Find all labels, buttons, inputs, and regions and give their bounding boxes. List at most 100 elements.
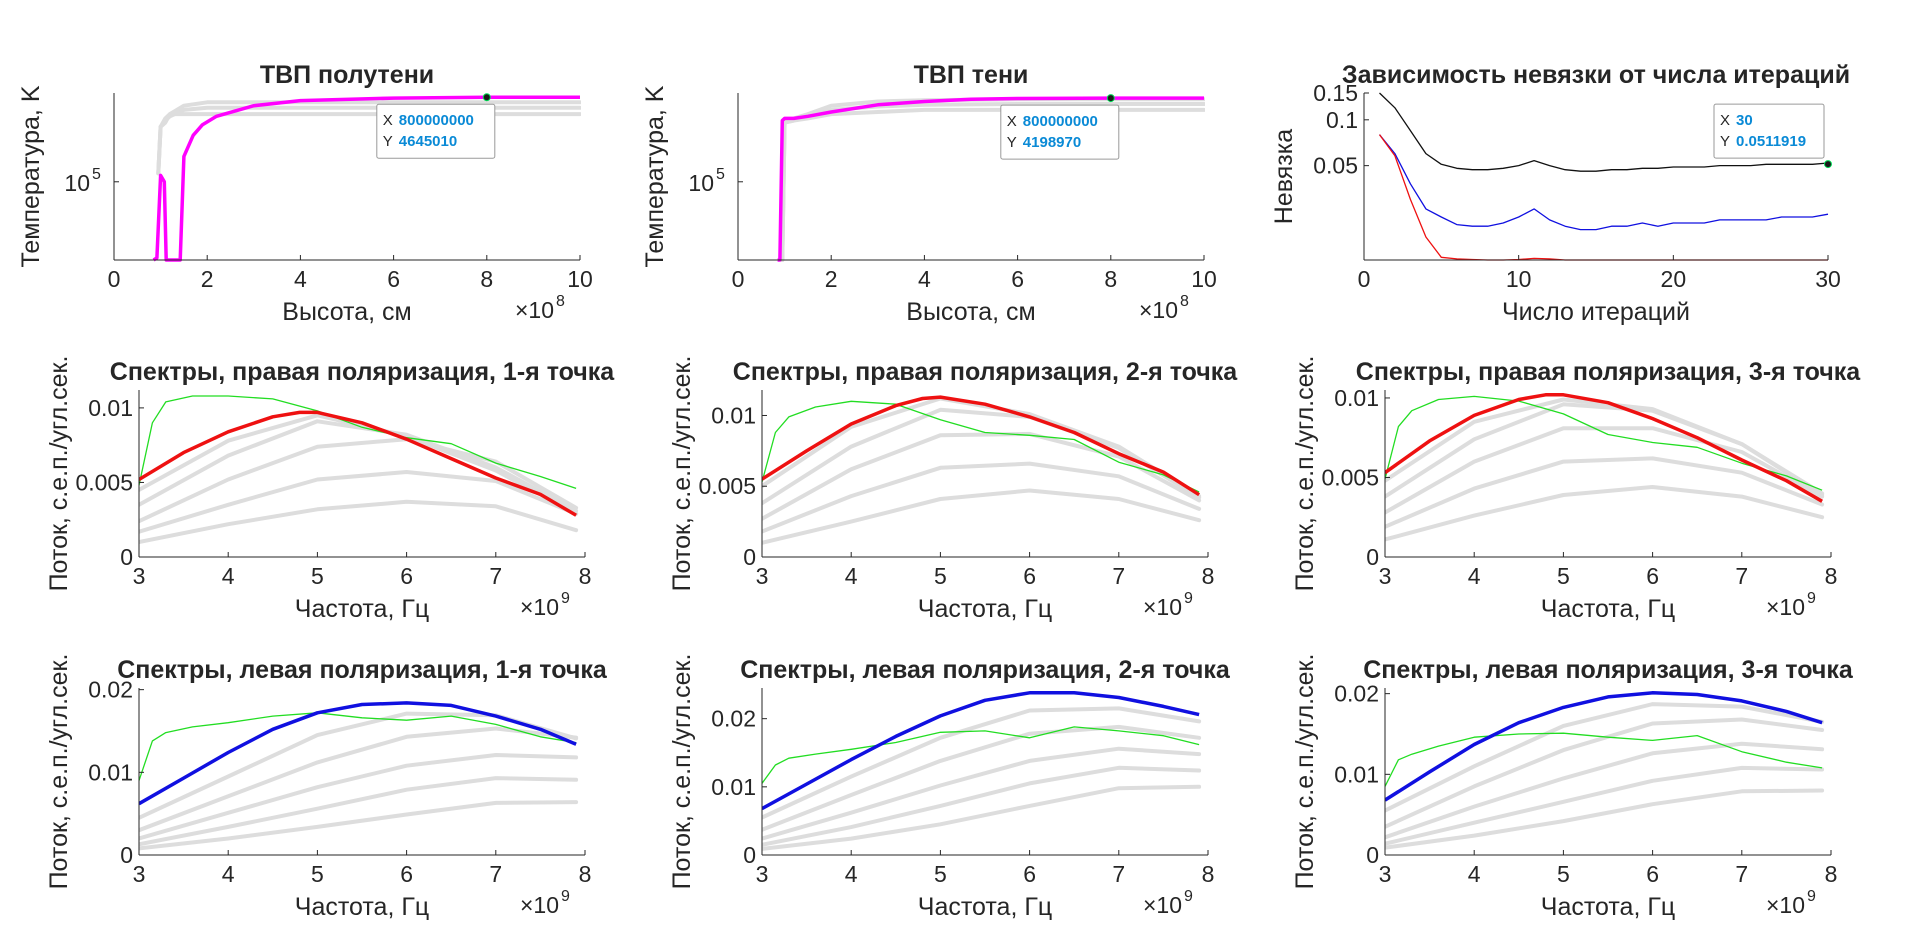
main-series	[777, 96, 1204, 262]
gray-series-5	[1385, 702, 1825, 813]
data-tip-marker[interactable]	[482, 93, 491, 102]
x-tick-label: 5	[311, 563, 324, 589]
x-tick-label: 0	[732, 266, 745, 292]
x-tick-label: 3	[756, 563, 769, 589]
x-tick-label: 4	[845, 563, 858, 589]
gray-series-4	[139, 726, 579, 833]
gray-series-2	[1385, 765, 1825, 846]
x-tick-label: 7	[1112, 861, 1125, 887]
x-exponent-power: 9	[1807, 590, 1816, 607]
x-exponent-label: ×10	[1139, 297, 1178, 323]
green-series	[1385, 395, 1823, 491]
y-tick-label: 0.01	[1334, 385, 1379, 411]
x-tick-label: 7	[489, 563, 502, 589]
x-tick-label: 4	[222, 563, 235, 589]
x-tick-label: 6	[1646, 861, 1659, 887]
y-axis-label: Невязка	[1270, 129, 1298, 224]
x-axis-label: Высота, см	[282, 298, 411, 326]
y-tick-label: 0.005	[1321, 464, 1379, 490]
x-tick-label: 6	[1011, 266, 1024, 292]
data-tip-y-value: 4198970	[1023, 134, 1081, 151]
y-tick-label: 0	[120, 544, 133, 570]
x-tick-label: 7	[1735, 563, 1748, 589]
gray-series-5	[139, 413, 579, 516]
y-tick-label: 0.01	[1334, 761, 1379, 787]
x-tick-label: 20	[1661, 266, 1687, 292]
x-tick-label: 5	[1557, 861, 1570, 887]
chart-panel-p6: 3 4 5 6 7 8 0 0.005 0.01 ×10 9 Спектры, правая поля…	[1291, 356, 1861, 623]
x-tick-label: 3	[1379, 563, 1392, 589]
plot-area	[777, 96, 1205, 262]
gray-series-2	[1385, 456, 1825, 529]
data-tip-y-label: Y	[383, 133, 393, 150]
x-tick-label: 8	[1825, 861, 1838, 887]
x-tick-label: 8	[579, 861, 592, 887]
y-tick-label: 0.02	[1334, 681, 1379, 707]
data-tip[interactable]: X 30 Y 0.0511919	[1713, 103, 1825, 159]
x-exponent-power: 8	[1180, 293, 1189, 310]
data-tip-y-label: Y	[1007, 134, 1017, 151]
x-tick-label: 2	[825, 266, 838, 292]
plot-area	[139, 701, 579, 851]
x-tick-label: 6	[1023, 563, 1036, 589]
x-tick-label: 5	[1557, 563, 1570, 589]
x-tick-label: 7	[489, 861, 502, 887]
y-tick-label: 0	[743, 842, 756, 868]
plot-area	[1385, 691, 1825, 850]
plot-area	[762, 691, 1202, 851]
x-axis-label: Частота, Гц	[918, 893, 1052, 921]
x-tick-label: 10	[1506, 266, 1532, 292]
data-tip-y-value: 0.0511919	[1736, 133, 1806, 150]
x-tick-label: 6	[387, 266, 400, 292]
y-tick-label: 10	[688, 170, 714, 196]
y-tick-label: 0.02	[711, 706, 756, 732]
main-series	[139, 701, 577, 806]
x-axis-label: Число итераций	[1502, 298, 1690, 326]
plot-area	[152, 95, 581, 262]
data-tip-box	[1000, 104, 1120, 160]
gray-series-1	[139, 499, 579, 545]
x-tick-label: 7	[1735, 861, 1748, 887]
green-series	[762, 400, 1200, 493]
y-tick-exponent: 5	[92, 166, 101, 183]
y-tick-label: 0.1	[1326, 107, 1358, 133]
chart-panel-p5: 3 4 5 6 7 8 0 0.005 0.01 ×10 9 Спектры, правая поля…	[668, 356, 1238, 623]
gray-series-2	[139, 776, 579, 847]
x-tick-label: 6	[1646, 563, 1659, 589]
data-tip-marker[interactable]	[1106, 94, 1115, 103]
gray-series-1	[1385, 788, 1825, 850]
y-tick-label: 0	[743, 544, 756, 570]
chart-panel-p3: 0 10 20 30 0.150.1 0.05 Зависимость невязки от…	[1270, 61, 1850, 326]
data-tip-y-value: 4645010	[399, 133, 457, 150]
x-exponent-power: 9	[1184, 888, 1193, 905]
x-tick-label: 6	[400, 563, 413, 589]
x-tick-label: 2	[201, 266, 214, 292]
x-tick-label: 7	[1112, 563, 1125, 589]
gray-series-1	[1385, 485, 1825, 542]
x-tick-label: 3	[1379, 861, 1392, 887]
main-series	[152, 95, 580, 262]
data-tip-marker[interactable]	[1824, 160, 1832, 169]
data-tip[interactable]: X 800000000 Y 4645010	[376, 103, 496, 159]
gray-series-3	[1385, 426, 1825, 515]
data-tip[interactable]: X 800000000 Y 4198970	[1000, 104, 1120, 160]
x-axis-label: Частота, Гц	[295, 595, 429, 623]
gray-series-4	[762, 724, 1202, 832]
y-tick-label: 10	[64, 170, 90, 196]
gray-series-4	[1385, 717, 1825, 829]
green-series	[1385, 732, 1823, 787]
chart-title: Спектры, правая поляризация, 3-я точка	[1356, 358, 1862, 386]
x-exponent-label: ×10	[520, 594, 559, 620]
y-tick-label: 0	[1366, 842, 1379, 868]
gray-series-2	[780, 102, 1205, 262]
gray-series-2	[139, 470, 579, 534]
x-tick-label: 5	[934, 563, 947, 589]
gray-series-4	[139, 419, 579, 513]
x-tick-label: 10	[567, 266, 593, 292]
y-axis-label: Поток, с.е.п./угл.сек.	[668, 654, 696, 890]
gray-series-5	[762, 396, 1202, 499]
x-tick-label: 4	[918, 266, 931, 292]
